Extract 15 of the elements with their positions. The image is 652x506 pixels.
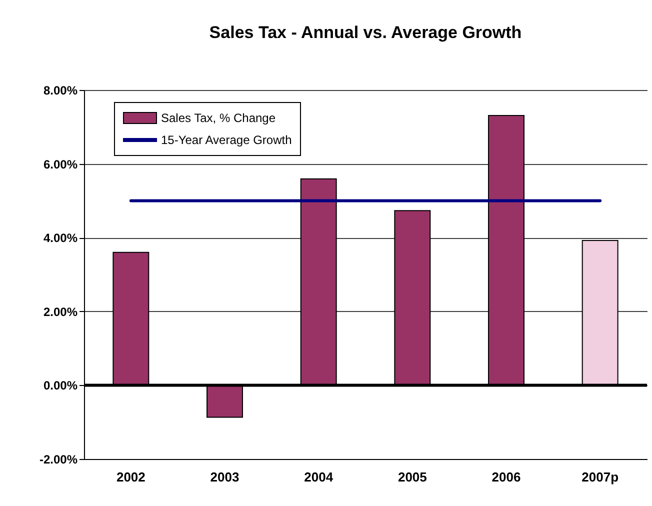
y-tick-label: 8.00%: [43, 84, 78, 98]
x-tick-label: 2002: [116, 470, 146, 484]
x-tick-label: 2004: [304, 470, 334, 484]
x-tick-label: 2007p: [582, 470, 619, 484]
x-tick-label: 2003: [210, 470, 240, 484]
legend-label: Sales Tax, % Change: [161, 111, 276, 125]
x-tick-label: 2005: [398, 470, 427, 484]
legend-label: 15-Year Average Growth: [161, 133, 292, 147]
x-tick-label: 2006: [492, 470, 521, 484]
y-tick-label: 0.00%: [43, 378, 78, 393]
y-tick-label: 4.00%: [43, 231, 78, 246]
chart-title: Sales Tax - Annual vs. Average Growth: [209, 23, 522, 42]
y-tick-label: 6.00%: [43, 157, 78, 172]
y-tick-label: 2.00%: [43, 304, 78, 319]
y-tick-label: -2.00%: [39, 452, 78, 466]
